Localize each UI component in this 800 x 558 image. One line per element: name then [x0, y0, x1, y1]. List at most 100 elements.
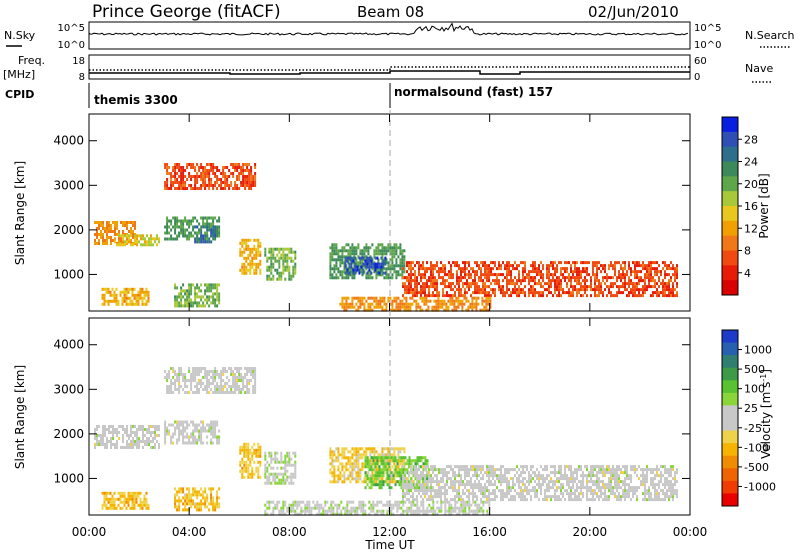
heatmap-cell: [190, 184, 192, 187]
heatmap-cell: [238, 175, 240, 178]
heatmap-cell: [414, 483, 416, 486]
heatmap-cell: [542, 477, 544, 480]
heatmap-cell: [128, 501, 130, 504]
heatmap-cell: [249, 452, 251, 455]
heatmap-cell: [241, 263, 243, 266]
heatmap-cell: [542, 483, 544, 486]
heatmap-cell: [278, 272, 280, 275]
heatmap-cell: [114, 291, 116, 294]
heatmap-cell: [108, 236, 110, 239]
heatmap-cell: [419, 480, 421, 483]
heatmap-cell: [124, 243, 126, 246]
heatmap-cell: [176, 298, 178, 301]
heatmap-cell: [284, 269, 286, 272]
heatmap-cell: [188, 502, 190, 505]
heatmap-cell: [208, 295, 210, 298]
heatmap-cell: [234, 181, 236, 184]
heatmap-cell: [204, 178, 206, 181]
heatmap-cell: [416, 285, 418, 288]
heatmap-cell: [254, 166, 256, 169]
heatmap-cell: [453, 300, 455, 303]
heatmap-cell: [636, 285, 638, 288]
heatmap-cell: [230, 181, 232, 184]
heatmap-cell: [428, 486, 430, 489]
heatmap-cell: [404, 486, 406, 489]
heatmap-cell: [419, 456, 421, 459]
heatmap-cell: [536, 270, 538, 273]
heatmap-cell: [438, 489, 440, 492]
heatmap-cell: [98, 440, 100, 443]
heatmap-cell: [206, 376, 208, 379]
heatmap-cell: [391, 471, 393, 474]
heatmap-cell: [257, 449, 259, 452]
heatmap-cell: [184, 430, 186, 433]
heatmap-cell: [178, 226, 180, 229]
heatmap-cell: [416, 288, 418, 291]
heatmap-cell: [341, 300, 343, 303]
heatmap-cell: [252, 184, 254, 187]
heatmap-cell: [403, 306, 405, 309]
heatmap-cell: [174, 493, 176, 496]
heatmap-cell: [138, 443, 140, 446]
heatmap-cell: [410, 264, 412, 267]
nsky-label: N.Sky: [4, 29, 36, 42]
heatmap-cell: [124, 492, 126, 495]
heatmap-cell: [534, 267, 536, 270]
heatmap-cell: [395, 306, 397, 309]
heatmap-cell: [359, 456, 361, 459]
heatmap-cell: [251, 455, 253, 458]
heatmap-cell: [176, 295, 178, 298]
heatmap-cell: [335, 267, 337, 270]
heatmap-cell: [492, 468, 494, 471]
heatmap-cell: [554, 483, 556, 486]
heatmap-cell: [114, 297, 116, 300]
heatmap-cell: [112, 501, 114, 504]
heatmap-cell: [94, 221, 96, 224]
heatmap-cell: [548, 273, 550, 276]
heatmap-cell: [248, 379, 250, 382]
heatmap-cell: [506, 270, 508, 273]
heatmap-cell: [344, 266, 346, 269]
heatmap-cell: [196, 172, 198, 175]
heatmap-cell: [190, 292, 192, 295]
heatmap-cell: [584, 285, 586, 288]
heatmap-cell: [234, 163, 236, 166]
heatmap-cell: [540, 474, 542, 477]
heatmap-cell: [393, 300, 395, 303]
heatmap-cell: [234, 376, 236, 379]
heatmap-cell: [402, 267, 404, 270]
heatmap-cell: [204, 181, 206, 184]
heatmap-cell: [349, 249, 351, 252]
heatmap-cell: [356, 269, 358, 272]
heatmap-cell: [380, 263, 382, 266]
heatmap-cell: [385, 246, 387, 249]
heatmap-cell: [345, 456, 347, 459]
heatmap-cell: [243, 272, 245, 275]
heatmap-cell: [349, 252, 351, 255]
heatmap-cell: [170, 229, 172, 232]
heatmap-cell: [518, 294, 520, 297]
heatmap-cell: [345, 465, 347, 468]
heatmap-cell: [444, 285, 446, 288]
heatmap-cell: [341, 450, 343, 453]
heatmap-cell: [570, 285, 572, 288]
heatmap-cell: [406, 483, 408, 486]
heatmap-cell: [288, 248, 290, 251]
heatmap-cell: [347, 249, 349, 252]
heatmap-cell: [464, 483, 466, 486]
heatmap-cell: [450, 498, 452, 501]
heatmap-cell: [192, 487, 194, 490]
heatmap-cell: [350, 263, 352, 266]
heatmap-cell: [116, 434, 118, 437]
heatmap-cell: [550, 264, 552, 267]
heatmap-cell: [528, 270, 530, 273]
heatmap-cell: [198, 295, 200, 298]
heatmap-cell: [664, 273, 666, 276]
heatmap-cell: [403, 459, 405, 462]
heatmap-cell: [278, 263, 280, 266]
heatmap-cell: [202, 237, 204, 240]
heatmap-cell: [184, 373, 186, 376]
heatmap-cell: [208, 385, 210, 388]
heatmap-cell: [241, 467, 243, 470]
heatmap-cell: [524, 291, 526, 294]
